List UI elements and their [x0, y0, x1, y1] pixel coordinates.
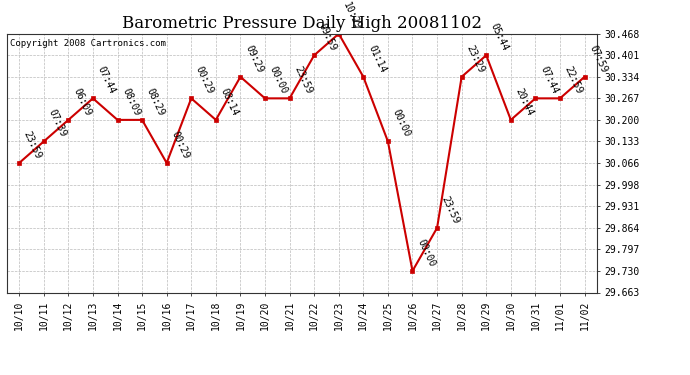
Text: 08:14: 08:14	[219, 86, 240, 117]
Text: 22:59: 22:59	[563, 65, 584, 96]
Text: 05:44: 05:44	[489, 22, 511, 53]
Text: 00:00: 00:00	[391, 108, 412, 139]
Text: 00:00: 00:00	[268, 65, 289, 96]
Text: 08:09: 08:09	[120, 86, 141, 117]
Text: 06:09: 06:09	[71, 86, 92, 117]
Text: Copyright 2008 Cartronics.com: Copyright 2008 Cartronics.com	[10, 39, 166, 48]
Text: 09:59: 09:59	[317, 22, 338, 53]
Text: 23:59: 23:59	[293, 65, 314, 96]
Text: 23:59: 23:59	[440, 194, 462, 225]
Text: 20:44: 20:44	[513, 86, 535, 117]
Title: Barometric Pressure Daily High 20081102: Barometric Pressure Daily High 20081102	[122, 15, 482, 32]
Text: 07:44: 07:44	[538, 65, 560, 96]
Text: 07:59: 07:59	[587, 43, 609, 74]
Text: 07:44: 07:44	[96, 65, 117, 96]
Text: 07:39: 07:39	[46, 108, 68, 139]
Text: 10:29: 10:29	[342, 0, 363, 31]
Text: 09:29: 09:29	[243, 43, 265, 74]
Text: 23:59: 23:59	[22, 129, 43, 160]
Text: 00:00: 00:00	[415, 237, 437, 268]
Text: 00:29: 00:29	[170, 129, 191, 160]
Text: 08:29: 08:29	[145, 86, 166, 117]
Text: 01:14: 01:14	[366, 43, 388, 74]
Text: 23:29: 23:29	[464, 43, 486, 74]
Text: 00:29: 00:29	[194, 65, 215, 96]
